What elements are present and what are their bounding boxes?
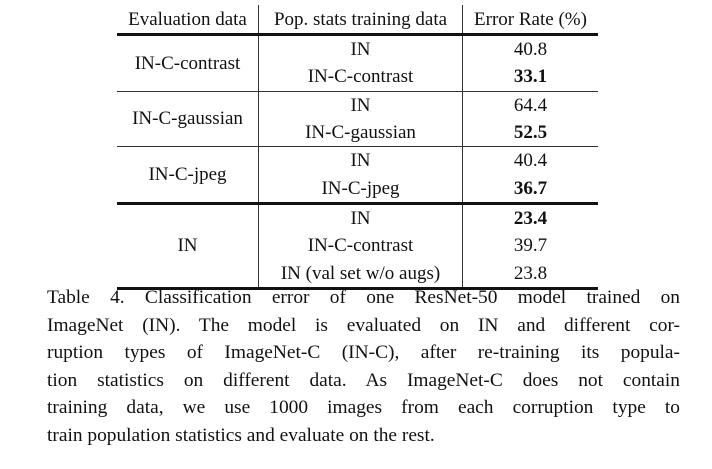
table-row: IN (val set w/o augs) 23.8 — [117, 259, 598, 290]
training-data-cell: IN-C-contrast — [258, 63, 463, 92]
table-row: IN-C-gaussian 52.5 — [117, 118, 598, 148]
table-row: IN-C-contrast IN 40.8 — [117, 34, 598, 92]
training-data-cell: IN (val set w/o augs) — [258, 259, 463, 290]
header-pop-stats-training-data: Pop. stats training data — [258, 5, 463, 36]
evaluation-data-cell: IN-C-jpeg — [117, 146, 259, 205]
table-row: IN-C-contrast 33.1 — [117, 63, 598, 92]
evaluation-data-cell: IN-C-contrast — [117, 34, 259, 92]
error-rate-cell: 23.8 — [462, 259, 598, 290]
error-rate-cell: 64.4 — [513, 94, 548, 116]
training-data-cell: IN-C-gaussian — [258, 118, 463, 148]
error-rate-cell: 52.5 — [462, 118, 598, 148]
evaluation-data-cell: IN — [117, 203, 259, 290]
header-row: Evaluation data Pop. stats training data… — [117, 5, 598, 36]
caption-line: Table 4. Classification error of one Res… — [47, 287, 680, 308]
header-evaluation-data: Evaluation data — [117, 5, 259, 36]
caption-line: training data, we use 1000 images from e… — [47, 397, 680, 419]
table-row: IN-C-contrast 39.7 — [117, 232, 598, 260]
error-rate-cell: 36.7 — [462, 174, 598, 205]
training-data-cell: IN-C-contrast — [258, 232, 463, 260]
table-body: IN-C-contrast IN 40.8 IN-C-contrast 33.1 IN-C… — [117, 34, 598, 290]
error-rate-cell: 33.1 — [462, 63, 598, 92]
training-data-cell: IN — [258, 34, 463, 64]
error-rate-cell: 39.7 — [513, 235, 548, 257]
header-error-rate: Error Rate (%) — [462, 5, 598, 36]
caption-line: tion statistics on different data. As Im… — [47, 369, 680, 391]
table-row: IN IN 23.4 — [117, 203, 598, 290]
caption-line: train population statistics and evaluate… — [47, 424, 435, 446]
table-row: IN-C-gaussian IN 64.4 — [117, 91, 598, 148]
error-rate-cell: 40.4 — [513, 150, 548, 172]
error-rate-cell: 40.8 — [513, 39, 548, 61]
training-data-cell: IN — [258, 91, 463, 119]
error-rate-cell: 23.4 — [513, 207, 548, 229]
training-data-cell: IN — [258, 203, 463, 233]
training-data-cell: IN — [258, 146, 463, 175]
caption-line: ruption types of ImageNet-C (IN-C), afte… — [47, 342, 680, 364]
table-row: IN-C-jpeg IN 40.4 — [117, 146, 598, 205]
caption-line: ImageNet (IN). The model is evaluated on… — [47, 314, 680, 336]
table-row: IN-C-jpeg 36.7 — [117, 174, 598, 205]
table-caption: Table 4. Classification error of one Res… — [47, 284, 680, 450]
training-data-cell: IN-C-jpeg — [258, 174, 463, 205]
evaluation-data-cell: IN-C-gaussian — [117, 91, 259, 148]
results-table: Evaluation data Pop. stats training data… — [117, 5, 598, 290]
